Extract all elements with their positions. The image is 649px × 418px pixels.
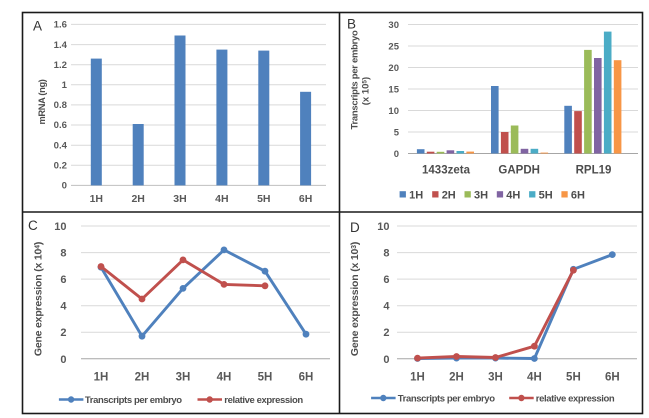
svg-text:3H: 3H	[173, 193, 186, 205]
svg-text:2: 2	[383, 327, 389, 339]
svg-text:8: 8	[383, 248, 389, 260]
svg-text:Transcripts per embryo: Transcripts per embryo	[398, 394, 495, 405]
svg-text:relative expression: relative expression	[224, 395, 303, 406]
svg-text:Transcripts per embryo: Transcripts per embryo	[350, 30, 361, 129]
svg-text:6H: 6H	[571, 189, 585, 201]
svg-text:30: 30	[388, 20, 399, 31]
svg-text:4H: 4H	[217, 372, 232, 384]
svg-text:A: A	[33, 18, 42, 33]
svg-text:0.4: 0.4	[54, 140, 68, 151]
svg-text:6H: 6H	[605, 372, 620, 384]
svg-text:4H: 4H	[215, 193, 228, 205]
svg-text:5H: 5H	[257, 193, 270, 205]
svg-text:Transcripts per embryo: Transcripts per embryo	[85, 395, 182, 406]
svg-text:1H: 1H	[94, 372, 109, 384]
svg-text:1H: 1H	[410, 372, 425, 384]
svg-text:2H: 2H	[131, 193, 144, 205]
svg-text:Gene expression (x 104): Gene expression (x 104)	[33, 242, 45, 356]
svg-text:1.2: 1.2	[54, 60, 67, 71]
svg-text:8: 8	[60, 248, 66, 260]
svg-text:10: 10	[54, 221, 66, 233]
svg-text:6: 6	[60, 274, 66, 286]
svg-text:GAPDH: GAPDH	[498, 164, 540, 176]
svg-text:(x 105): (x 105)	[361, 77, 372, 105]
svg-text:C: C	[28, 218, 38, 233]
svg-text:mRNA (ng): mRNA (ng)	[37, 79, 47, 124]
svg-text:RPL19: RPL19	[576, 164, 612, 176]
svg-text:1H: 1H	[409, 189, 423, 201]
svg-text:1.4: 1.4	[54, 40, 68, 51]
svg-text:2: 2	[60, 327, 66, 339]
svg-text:5H: 5H	[258, 372, 273, 384]
svg-text:B: B	[347, 17, 356, 32]
svg-text:1.6: 1.6	[54, 20, 67, 31]
svg-text:0.8: 0.8	[54, 100, 68, 111]
svg-text:2H: 2H	[442, 189, 456, 201]
svg-text:Gene expression (x 103): Gene expression (x 103)	[349, 242, 361, 356]
svg-text:0: 0	[60, 354, 66, 366]
svg-text:3H: 3H	[474, 189, 488, 201]
svg-text:20: 20	[388, 63, 399, 74]
svg-text:1H: 1H	[90, 193, 103, 205]
svg-text:15: 15	[388, 84, 399, 95]
svg-text:0.2: 0.2	[54, 161, 67, 172]
svg-text:6H: 6H	[299, 372, 314, 384]
svg-text:25: 25	[388, 41, 399, 52]
svg-text:4H: 4H	[506, 189, 520, 201]
svg-text:0.6: 0.6	[54, 120, 67, 131]
svg-text:relative expression: relative expression	[536, 394, 615, 405]
svg-text:5H: 5H	[539, 189, 553, 201]
svg-text:2H: 2H	[449, 372, 464, 384]
svg-text:1433zeta: 1433zeta	[422, 164, 471, 176]
svg-text:4H: 4H	[527, 372, 542, 384]
svg-text:3H: 3H	[488, 372, 503, 384]
svg-text:0: 0	[383, 354, 389, 366]
svg-text:4: 4	[383, 301, 390, 313]
svg-text:6H: 6H	[299, 193, 312, 205]
svg-text:10: 10	[377, 221, 389, 233]
svg-text:0: 0	[62, 181, 67, 192]
svg-text:10: 10	[388, 106, 399, 117]
svg-text:5: 5	[394, 127, 400, 138]
svg-text:5H: 5H	[566, 372, 581, 384]
svg-text:0: 0	[394, 149, 399, 160]
svg-text:3H: 3H	[176, 372, 191, 384]
svg-text:D: D	[350, 220, 360, 235]
svg-text:2H: 2H	[135, 372, 150, 384]
svg-text:6: 6	[383, 274, 389, 286]
svg-text:4: 4	[60, 301, 67, 313]
svg-text:1: 1	[62, 80, 68, 91]
